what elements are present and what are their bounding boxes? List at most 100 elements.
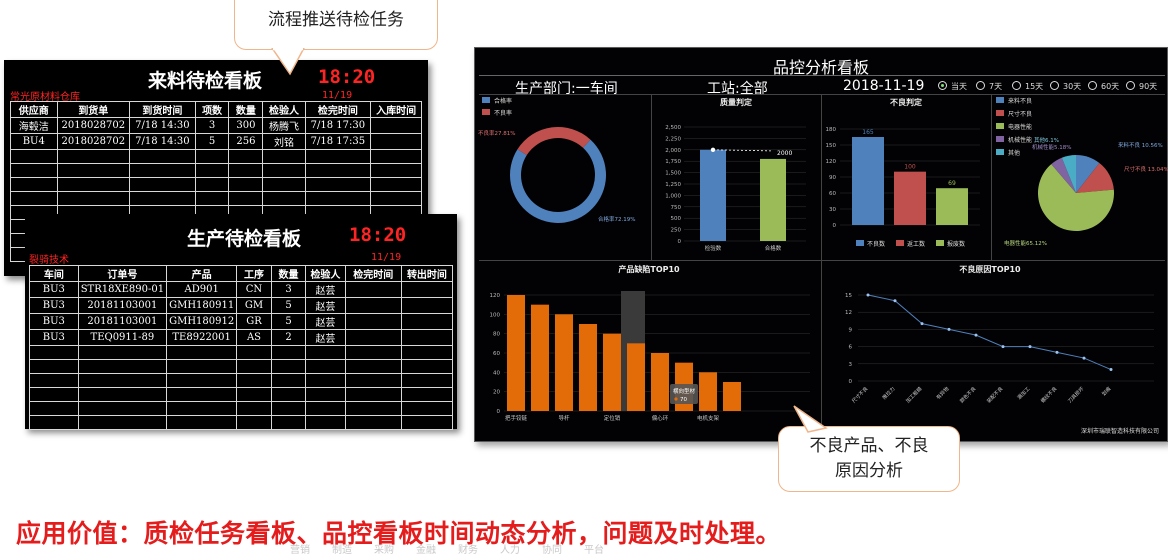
table-cell: 20181103001 xyxy=(77,313,168,330)
legend-label: 电器性能 xyxy=(1008,123,1032,131)
bar xyxy=(894,171,926,225)
table-cell: 2 xyxy=(270,329,307,346)
table-cell xyxy=(236,415,272,430)
y-tick-label: 120 xyxy=(490,293,501,299)
qc-station[interactable]: 工站:全部 xyxy=(707,81,768,97)
chart-title: 质量判定 xyxy=(720,97,752,107)
x-tick-label: 定位销 xyxy=(604,414,621,422)
range-radio[interactable] xyxy=(1012,81,1021,90)
table-row xyxy=(29,387,454,402)
x-tick-label: 刀具损坏 xyxy=(1066,385,1085,404)
footer-nav-item[interactable]: 营销 xyxy=(290,545,310,556)
push-task-callout: 流程推送待检任务 xyxy=(234,0,438,50)
series-point xyxy=(1001,345,1005,349)
column-header: 到货单 xyxy=(56,101,131,118)
table-cell xyxy=(29,359,79,374)
range-radio[interactable] xyxy=(1050,81,1059,90)
table-row: BU4 2018028702 7/18 14:30 5 256 刘铭 7/18 17:35 xyxy=(10,133,422,150)
footer-nav-item[interactable]: 协同 xyxy=(542,545,562,556)
incoming-board-org: 常光原材料仓库 xyxy=(10,92,80,103)
footer-nav-item[interactable]: 采购 xyxy=(374,545,394,556)
y-tick-label: 1,750 xyxy=(665,159,681,165)
table-cell xyxy=(344,387,402,402)
table-cell xyxy=(400,387,454,402)
table-cell xyxy=(270,359,307,374)
table-cell xyxy=(304,149,372,164)
incoming-board-clock: 18:20 xyxy=(318,66,376,88)
table-cell: 7/18 17:30 xyxy=(304,117,372,134)
footer-nav-item[interactable]: 平台 xyxy=(584,545,604,556)
data-label: 69 xyxy=(948,180,956,187)
y-tick-label: 20 xyxy=(493,390,500,396)
column-header: 检验人 xyxy=(262,101,306,118)
slice-label: 电器性能65.12% xyxy=(1004,239,1047,247)
table-cell: 2018028702 xyxy=(56,133,131,150)
y-tick-label: 1,500 xyxy=(665,171,681,177)
table-row xyxy=(29,345,454,360)
table-row: BU3 TEQ0911-89 TE8922001 AS 2 赵芸 xyxy=(29,329,454,346)
table-cell xyxy=(400,345,454,360)
table-cell xyxy=(400,281,454,298)
qc-board-title: 品控分析看板 xyxy=(772,58,869,77)
table-cell xyxy=(129,163,196,178)
production-board-title: 生产待检看板 xyxy=(187,228,302,250)
y-tick-label: 2,000 xyxy=(665,148,681,154)
table-cell: 256 xyxy=(228,133,264,150)
footer-nav-item[interactable]: 制造 xyxy=(332,545,352,556)
table-cell xyxy=(166,345,238,360)
y-tick-label: 60 xyxy=(493,351,500,357)
table-row xyxy=(10,149,422,164)
table-cell xyxy=(10,163,58,178)
chart-title: 不良原因TOP10 xyxy=(959,264,1021,274)
table-cell xyxy=(344,415,402,430)
table-cell xyxy=(262,163,306,178)
bar xyxy=(555,314,573,411)
qc-date[interactable]: 2018-11-19 xyxy=(843,78,925,94)
table-cell: 赵芸 xyxy=(305,313,346,330)
legend-label: 来料不良 xyxy=(1008,97,1032,105)
table-cell xyxy=(400,373,454,388)
table-cell xyxy=(304,163,372,178)
column-header: 项数 xyxy=(194,101,230,118)
table-cell xyxy=(29,415,79,430)
slice-label: 尺寸不良 13.04% xyxy=(1124,165,1168,173)
series-point xyxy=(1055,350,1059,354)
table-cell xyxy=(270,415,307,430)
range-radio[interactable] xyxy=(938,81,947,90)
table-cell xyxy=(270,387,307,402)
legend-swatch xyxy=(482,109,490,115)
range-radio[interactable] xyxy=(976,81,985,90)
table-cell xyxy=(305,401,346,416)
table-cell xyxy=(344,373,402,388)
legend-swatch xyxy=(996,136,1004,142)
table-cell xyxy=(166,401,238,416)
table-cell xyxy=(270,345,307,360)
table-cell: 赵芸 xyxy=(305,297,346,314)
table-header-row: 供应商 到货单 到货时间 项数 数量 检验人 检完时间 入库时间 xyxy=(10,101,422,118)
table-cell xyxy=(236,387,272,402)
range-radio[interactable] xyxy=(1088,81,1097,90)
slice-label: 机械性能5.18% xyxy=(1032,143,1071,151)
footer-nav: 营销 制造 采购 金融 财务 人力 协同 平台 xyxy=(290,541,626,556)
footer-nav-item[interactable]: 人力 xyxy=(500,545,520,556)
column-header: 订单号 xyxy=(77,265,168,282)
x-tick-label: 颜色不良 xyxy=(958,385,977,404)
series-point xyxy=(1109,368,1113,372)
table-cell xyxy=(304,191,372,206)
tooltip-title: 横向型材 xyxy=(673,387,696,395)
incoming-board-date: 11/19 xyxy=(322,90,353,101)
table-cell xyxy=(194,191,230,206)
table-cell xyxy=(270,373,307,388)
table-cell: 5 xyxy=(270,313,307,330)
footer-nav-item[interactable]: 财务 xyxy=(458,545,478,556)
footer-nav-item[interactable]: 金融 xyxy=(416,545,436,556)
legend-label: 其他 xyxy=(1008,149,1020,157)
table-cell: BU3 xyxy=(29,281,79,298)
range-radio-label: 15天 xyxy=(1025,82,1044,91)
table-cell xyxy=(370,117,422,134)
series-point xyxy=(947,327,951,331)
range-radio[interactable] xyxy=(1126,81,1135,90)
qc-dept[interactable]: 生产部门:一车间 xyxy=(515,81,618,97)
x-tick-label: 把手铰链 xyxy=(505,414,528,422)
table-cell xyxy=(166,387,238,402)
